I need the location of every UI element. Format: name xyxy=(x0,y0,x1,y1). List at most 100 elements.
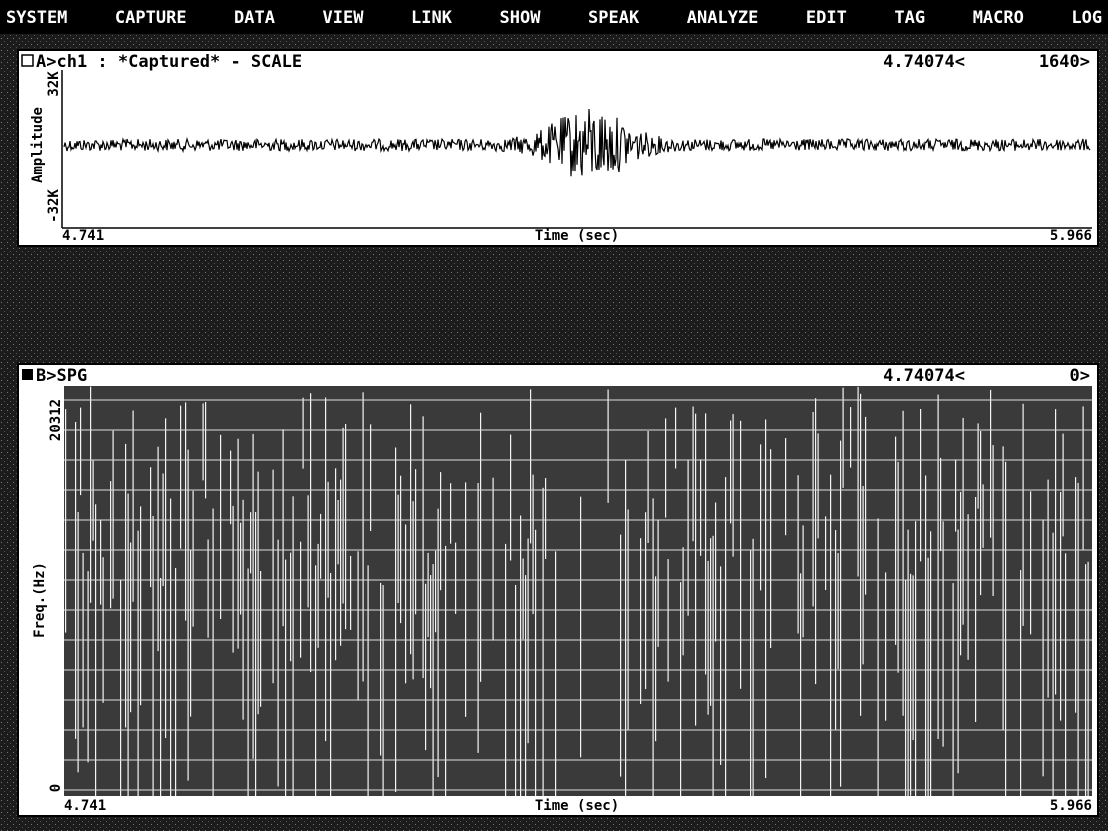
spectrogram-stripe xyxy=(205,402,206,498)
spectrogram-stripe xyxy=(480,413,481,682)
spectrogram-stripe xyxy=(693,407,694,542)
spectrogram-stripe xyxy=(78,512,79,772)
spectrogram-stripe xyxy=(428,553,429,637)
spectrogram-stripe xyxy=(203,403,204,480)
spectrogram-stripe xyxy=(818,433,819,538)
spectrogram-stripe xyxy=(730,421,731,524)
spectrogram-stripe xyxy=(713,536,714,796)
spectrogram-stripe xyxy=(705,413,706,674)
spectrogram-stripe xyxy=(1055,409,1056,694)
spectrogram-stripe xyxy=(943,521,944,746)
spectrogram-stripe xyxy=(325,398,326,742)
spectrogram-stripe xyxy=(425,584,426,750)
spectrogram-stripe xyxy=(555,551,556,796)
spectrogram-stripe xyxy=(1030,491,1031,634)
spectrogram-stripe xyxy=(653,498,654,796)
menu-item[interactable]: ANALYZE xyxy=(687,8,759,28)
spectrogram-stripe xyxy=(580,497,581,758)
spectrogram-stripe xyxy=(535,530,536,796)
spectrogram-stripe xyxy=(733,414,734,557)
spectrogram-stripe xyxy=(930,531,931,796)
spectrogram-stripe xyxy=(170,499,171,797)
spectrogram-stripe xyxy=(968,514,969,660)
spectrogram-stripe xyxy=(150,467,151,587)
spectrogram-stripe xyxy=(350,556,351,630)
spectrogram-stripe xyxy=(340,480,341,646)
menu-item[interactable]: SYSTEM xyxy=(6,8,67,28)
spectrogram-stripe xyxy=(395,448,396,793)
x-axis-label: Time (sec) xyxy=(535,228,619,244)
spectrogram-stripe xyxy=(688,460,689,616)
spectrogram-stripe xyxy=(910,574,911,796)
screen: SYSTEM CAPTURE DATA VIEW LINK SHOW SPEAK ANALYZ… xyxy=(0,0,1108,831)
menu-item[interactable]: SPEAK xyxy=(588,8,640,28)
spectrogram-stripe xyxy=(878,518,879,796)
menu-item[interactable]: EDIT xyxy=(806,8,847,28)
spectrogram-stripe xyxy=(400,476,401,623)
spectrogram-stripe xyxy=(980,431,981,595)
spectrogram-stripe xyxy=(358,551,359,700)
spectrogram-stripe xyxy=(103,557,104,703)
spectrogram-stripe xyxy=(398,495,399,603)
spectrogram-stripe xyxy=(858,387,859,577)
spectrogram-stripe xyxy=(1083,406,1084,550)
x-start-label: 4.741 xyxy=(62,228,104,244)
cursor-value: 0> xyxy=(1070,366,1090,386)
spectrogram-stripe xyxy=(273,470,274,684)
spectrogram-stripe xyxy=(338,500,339,564)
spectrogram-stripe xyxy=(415,469,416,614)
menu-item[interactable]: SHOW xyxy=(500,8,542,28)
spectrogram-stripe xyxy=(963,418,964,625)
menu-item[interactable]: LINK xyxy=(411,8,453,28)
menu-item[interactable]: VIEW xyxy=(323,8,365,28)
spectrogram-stripe xyxy=(345,424,346,629)
menu-item[interactable]: MACRO xyxy=(973,8,1024,28)
spectrogram-stripe xyxy=(958,530,959,774)
spectrogram-stripe xyxy=(165,418,166,738)
spectrogram-stripe xyxy=(193,491,194,627)
spectrogram-stripe xyxy=(220,435,221,619)
spectrogram-stripe xyxy=(1088,562,1089,796)
x-axis-label: Time (sec) xyxy=(535,798,619,814)
spectrogram-stripe xyxy=(423,416,424,678)
spectrogram-stripe xyxy=(1085,564,1086,796)
spectrogram-stripe xyxy=(283,429,284,626)
spectrogram-stripe xyxy=(190,550,191,717)
spectrogram-stripe xyxy=(238,439,239,649)
spectrogram-stripe xyxy=(525,575,526,796)
spectrogram-stripe xyxy=(803,525,804,637)
spectrogram-stripe xyxy=(608,390,609,503)
spectrogram-stripe xyxy=(960,492,961,655)
spectrogram-stripe xyxy=(253,434,254,759)
menu-item[interactable]: TAG xyxy=(894,8,925,28)
spectrogram-stripe xyxy=(1023,404,1024,626)
spectrogram-stripe xyxy=(153,516,154,796)
spectrogram-stripe xyxy=(683,547,684,655)
spectrogram-stripe xyxy=(843,388,844,488)
spectrogram-stripe xyxy=(140,506,141,705)
spectrogram-stripe xyxy=(760,444,761,590)
spectrogram-stripe xyxy=(753,539,754,796)
spectrogram-stripe xyxy=(720,566,721,765)
spectrogram-stripe xyxy=(955,459,956,531)
menu-item[interactable]: CAPTURE xyxy=(115,8,187,28)
menu-item[interactable]: LOG xyxy=(1071,8,1102,28)
spectrogram-stripe xyxy=(708,561,709,715)
spectrogram-stripe xyxy=(940,458,941,551)
spectrogram-stripe xyxy=(915,521,916,796)
menu-item[interactable]: DATA xyxy=(234,8,275,28)
spectrogram-stripe xyxy=(240,523,241,615)
spectrogram-stripe xyxy=(1078,483,1079,796)
spectrogram-stripe xyxy=(180,406,181,549)
y-bottom-label: -32K xyxy=(46,189,62,223)
spectrogram-stripe xyxy=(710,538,711,706)
spectrogram-stripe xyxy=(383,585,384,796)
spectrogram-stripe xyxy=(120,580,121,796)
spectrogram-stripe xyxy=(88,571,89,762)
spectrogram-stripe xyxy=(800,573,801,796)
spectrogram-stripe xyxy=(640,538,641,704)
spectrogram-stripe xyxy=(308,495,309,607)
spectrogram-stripe xyxy=(850,407,851,468)
spectrogram-stripe xyxy=(413,501,414,679)
spectrogram-stripe xyxy=(93,460,94,540)
